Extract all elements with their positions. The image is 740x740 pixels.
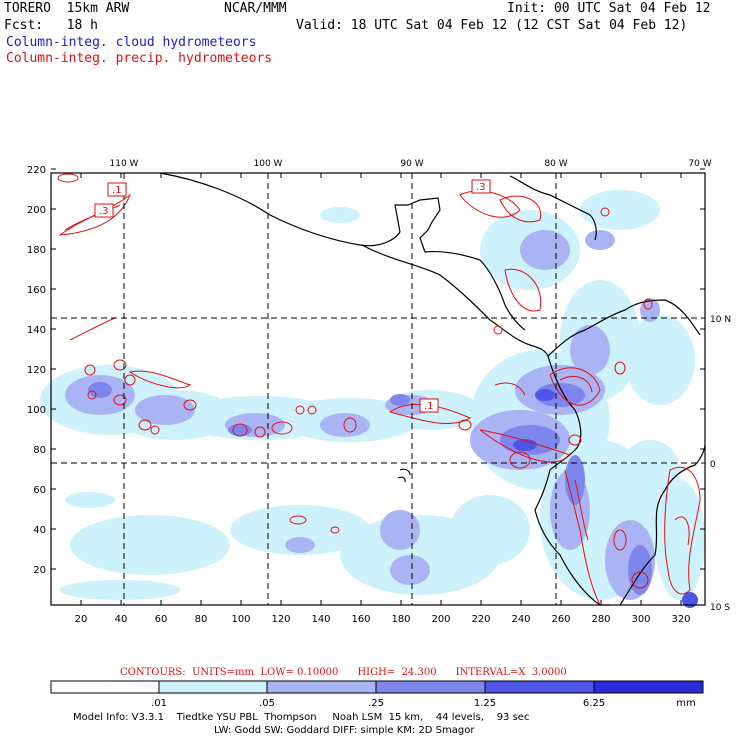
colorbar-label: .01: [151, 698, 167, 709]
contour-label: .1: [112, 185, 122, 196]
y-tick-label: 40: [33, 525, 46, 536]
colorbar-label: 1.25: [474, 698, 496, 709]
y-tick-label: 160: [27, 285, 46, 296]
y-tick-label: 200: [27, 205, 46, 216]
x-tick-label: 20: [75, 614, 88, 625]
colorbar-segment-3: [375, 680, 486, 694]
x-tick-label: 200: [431, 614, 450, 625]
x-tick-label: 100: [231, 614, 250, 625]
lat-label: 10 S: [710, 603, 730, 613]
colorbar-label: 6.25: [583, 698, 605, 709]
lon-label: 110 W: [110, 159, 139, 169]
colorbar: [50, 680, 704, 694]
colorbar-label: .05: [259, 698, 275, 709]
y-tick-label: 140: [27, 325, 46, 336]
y-tick-label: 100: [27, 405, 46, 416]
contours-info: CONTOURS: UNITS=mm LOW= 0.10000 HIGH= 24…: [120, 667, 567, 678]
cloud-shading-light: [40, 190, 705, 600]
y-axis-ticks: [51, 168, 705, 570]
contour-label: .3: [476, 182, 486, 193]
x-tick-label: 160: [351, 614, 370, 625]
run-name: TORERO 15km ARW: [4, 1, 130, 16]
colorbar-segment-4: [484, 680, 595, 694]
lon-label: 90 W: [400, 159, 423, 169]
colorbar-segment-0: [50, 680, 160, 694]
legend-precip-hydrometeors: Column-integ. precip. hydrometeors: [6, 51, 273, 66]
latlon-grid: [51, 173, 705, 605]
init-time: Init: 00 UTC Sat 04 Feb 12: [507, 1, 711, 16]
contour-label: .1: [424, 401, 434, 412]
valid-time: Valid: 18 UTC Sat 04 Feb 12 (12 CST Sat …: [296, 18, 688, 33]
colorbar-segment-5: [593, 680, 704, 694]
lat-label: 0: [710, 460, 716, 470]
y-tick-label: 80: [33, 445, 46, 456]
lat-label: 10 N: [710, 315, 731, 325]
colorbar-label: .25: [368, 698, 384, 709]
colorbar-segment-1: [158, 680, 268, 694]
x-tick-label: 300: [631, 614, 650, 625]
y-tick-label: 220: [27, 165, 46, 176]
x-tick-label: 120: [271, 614, 290, 625]
coastlines: [159, 172, 706, 606]
x-tick-label: 240: [511, 614, 530, 625]
colorbar-unit: mm: [676, 698, 695, 709]
x-tick-label: 320: [671, 614, 690, 625]
lon-label: 70 W: [688, 159, 711, 169]
x-tick-label: 40: [115, 614, 128, 625]
model-info-line1: Model Info: V3.3.1 Tiedtke YSU PBL Thomp…: [73, 712, 530, 723]
x-tick-label: 140: [311, 614, 330, 625]
x-tick-label: 60: [155, 614, 168, 625]
lon-label: 100 W: [254, 159, 283, 169]
map-frame: [50, 172, 706, 606]
y-tick-label: 60: [33, 485, 46, 496]
y-tick-label: 20: [33, 565, 46, 576]
contour-label-boxes: [94, 179, 491, 413]
x-tick-label: 180: [391, 614, 410, 625]
x-tick-label: 280: [591, 614, 610, 625]
forecast-hour: Fcst: 18 h: [4, 18, 98, 33]
legend-cloud-hydrometeors: Column-integ. cloud hydrometeors: [6, 35, 257, 50]
colorbar-segment-2: [266, 680, 377, 694]
y-tick-label: 120: [27, 365, 46, 376]
x-tick-label: 260: [551, 614, 570, 625]
model-info-line2: LW: Godd SW: Goddard DIFF: simple KM: 2D…: [214, 725, 475, 736]
x-axis-ticks: [80, 173, 682, 605]
precip-contours: [57, 173, 701, 606]
x-tick-label: 80: [195, 614, 208, 625]
y-tick-label: 180: [27, 245, 46, 256]
organization: NCAR/MMM: [224, 1, 287, 16]
x-tick-label: 220: [471, 614, 490, 625]
lon-label: 80 W: [544, 159, 567, 169]
contour-label: .3: [99, 206, 109, 217]
